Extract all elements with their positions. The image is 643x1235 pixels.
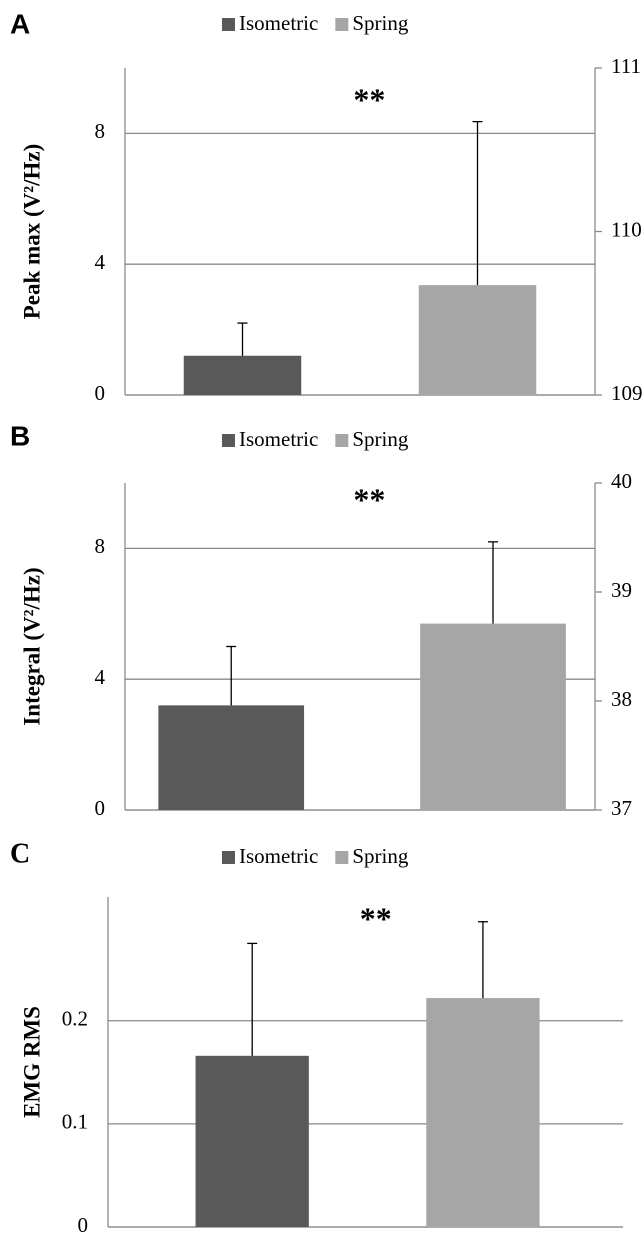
panel-letter: A [10,8,30,39]
legend-swatch [335,851,349,864]
legend-swatch [335,18,349,31]
y-tick-label: 8 [95,119,106,143]
y-tick-label: 0.2 [62,1007,88,1031]
y-tick-label: 0 [95,381,106,405]
legend-swatch [222,434,235,447]
significance-annotation: ** [353,481,385,517]
legend-label: Isometric [239,844,318,868]
bar [183,355,302,395]
y2-tick-label: 37 [611,796,632,820]
legend-swatch [222,18,235,31]
y2-tick-label: 111 [611,54,641,78]
y-axis-label: Peak max (V²/Hz) [19,144,44,320]
y-tick-label: 0.1 [62,1110,88,1134]
bar [426,998,540,1227]
y-tick-label: 4 [95,250,106,274]
y2-tick-label: 110 [611,217,642,241]
panel-letter: C [10,838,30,869]
significance-annotation: ** [360,900,392,936]
y-tick-label: 0 [78,1213,89,1235]
legend-label: Spring [352,427,409,451]
bar [420,623,566,810]
y2-tick-label: 40 [611,469,632,493]
bar [418,285,537,395]
bar [158,705,305,810]
y-tick-label: 0 [95,796,106,820]
legend-swatch [222,851,235,864]
y-tick-label: 8 [95,534,106,558]
bar [195,1055,309,1227]
legend-label: Isometric [239,427,318,451]
panel-letter: B [10,420,30,451]
legend-label: Isometric [239,11,318,35]
significance-annotation: ** [353,81,385,117]
y2-tick-label: 39 [611,578,632,602]
legend-swatch [335,434,349,447]
legend-label: Spring [352,11,409,35]
y2-tick-label: 38 [611,687,632,711]
y-axis-label: EMG RMS [19,1006,44,1118]
y-axis-label: Integral (V²/Hz) [19,567,44,725]
y-tick-label: 4 [95,665,106,689]
y2-tick-label: 109 [611,381,643,405]
legend-label: Spring [352,844,409,868]
